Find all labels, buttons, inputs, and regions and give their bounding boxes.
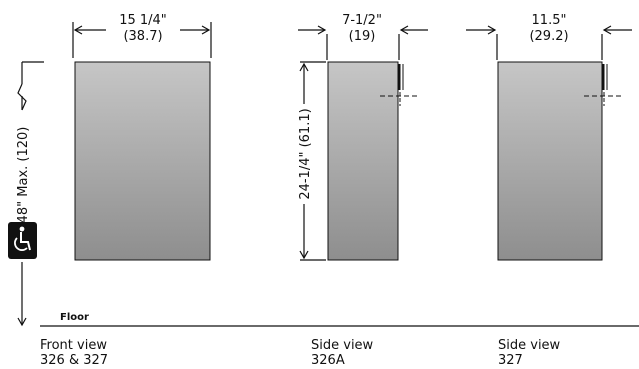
side-327-depth-inches: 11.5" — [532, 13, 567, 28]
side-326a-height: 24-1/4" (61.1) — [298, 108, 313, 199]
side-327-model: 327 — [498, 353, 523, 368]
floor-label: Floor — [60, 312, 89, 323]
mount-max-height: 48" Max. (120) — [16, 127, 31, 224]
side-326a-model: 326A — [311, 353, 345, 368]
front-view-panel — [74, 61, 211, 261]
front-width-arrow-left — [73, 25, 83, 35]
front-width-cm: (38.7) — [123, 29, 162, 44]
front-view: 15 1/4" (38.7) — [72, 10, 212, 261]
side-327-caption: Side view — [498, 338, 561, 353]
front-view-models: 326 & 327 — [40, 353, 108, 368]
mount-arrow-bottom — [17, 317, 27, 327]
side-326a-panel — [327, 61, 399, 261]
front-width-arrow-right — [201, 25, 211, 35]
side-326a-depth-inches: 7-1/2" — [342, 13, 382, 28]
side-326a-caption: Side view — [311, 338, 374, 353]
side-326a-depth-cm: (19) — [349, 29, 376, 44]
side-327-panel — [497, 61, 603, 261]
wheelchair-accessibility-icon — [8, 222, 37, 259]
mounting-height-dimension: 48" Max. (120) — [16, 61, 44, 327]
side-view-327: 11.5" (29.2) — [466, 13, 632, 261]
side-view-326a: 7-1/2" (19) 24-1/4" (61.1) — [296, 13, 428, 261]
front-view-caption: Front view — [40, 338, 107, 353]
floor: Floor — [40, 312, 639, 327]
front-width-inches: 15 1/4" — [119, 13, 167, 28]
side-327-depth-cm: (29.2) — [529, 29, 568, 44]
